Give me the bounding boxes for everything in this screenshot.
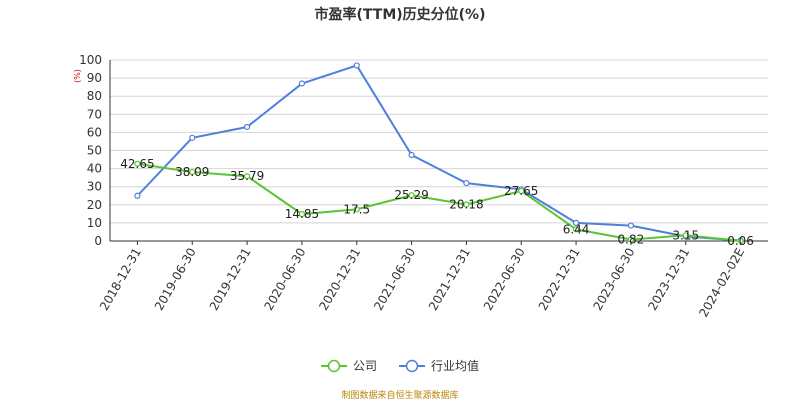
x-tick-label: 2020-06-30 (262, 246, 309, 313)
data-point-industry (134, 192, 141, 199)
y-tick-label: 10 (87, 216, 102, 230)
source-note: 制图数据来自恒生聚源数据库 (341, 391, 459, 401)
data-label: 0.06 (727, 234, 754, 248)
x-tick-label: 2019-06-30 (152, 246, 199, 313)
data-point-company (627, 236, 635, 243)
y-tick-label: 20 (87, 198, 102, 212)
data-point-company (298, 211, 306, 218)
y-axis-label: (%) (73, 69, 82, 83)
data-point-company (134, 160, 141, 167)
data-point-company (189, 168, 196, 176)
data-point-company (463, 201, 470, 208)
x-tick-label: 2018-12-31 (97, 246, 144, 313)
data-point-industry (572, 219, 580, 226)
legend-item-industry[interactable]: 行业均值 (399, 357, 479, 374)
y-tick-label: 90 (87, 71, 102, 85)
y-tick-label: 100 (79, 53, 102, 67)
x-tick-label: 2023-06-30 (591, 246, 638, 313)
data-label: 17.5 (343, 202, 370, 216)
data-point-industry (189, 134, 196, 141)
data-point-company (737, 237, 744, 244)
data-point-industry (243, 123, 251, 131)
y-tick-label: 50 (87, 144, 102, 158)
data-label: 42.65 (120, 157, 154, 171)
data-point-company (682, 232, 689, 239)
series-line-company (137, 162, 741, 242)
y-tick-label: 60 (87, 125, 102, 139)
legend-industry-marker (399, 359, 425, 372)
data-point-industry (298, 80, 306, 87)
x-tick-label: 2024-02-02E (696, 246, 747, 320)
y-tick-label: 40 (87, 162, 102, 176)
data-point-company (572, 226, 580, 233)
data-point-company (408, 192, 415, 199)
y-tick-label: 30 (87, 180, 102, 194)
legend: 公司 行业均值 (0, 357, 800, 374)
y-tick-label: 70 (87, 107, 102, 121)
data-label: 35.79 (230, 169, 264, 183)
x-tick-label: 2021-06-30 (371, 246, 418, 313)
data-point-industry (463, 179, 470, 187)
data-label: 0.82 (618, 233, 645, 247)
data-point-company (353, 206, 360, 213)
x-tick-label: 2019-12-31 (207, 245, 254, 312)
legend-item-company[interactable]: 公司 (320, 357, 377, 374)
data-label: 6.44 (563, 222, 590, 236)
data-label: 14.85 (285, 207, 319, 221)
series-line-industry (136, 64, 741, 242)
data-point-company (243, 173, 251, 180)
y-tick-label: 80 (87, 89, 102, 103)
legend-industry-label: 行业均值 (431, 359, 480, 373)
data-point-industry (627, 222, 635, 229)
data-label: 3.15 (672, 228, 699, 242)
chart-title: 市盈率(TTM)历史分位(%) (314, 7, 486, 23)
x-tick-label: 2021-12-31 (426, 245, 473, 312)
data-label: 38.09 (175, 165, 209, 179)
data-point-industry (408, 151, 415, 159)
x-tick-label: 2022-06-30 (481, 246, 528, 313)
data-point-industry (353, 62, 360, 69)
x-tick-label: 2022-12-31 (536, 246, 583, 313)
legend-company-label: 公司 (352, 359, 377, 373)
data-label: 25.29 (394, 188, 428, 202)
y-tick-label: 0 (94, 234, 102, 248)
data-label: 27.65 (504, 184, 538, 198)
legend-company-marker (320, 359, 347, 372)
data-point-company (518, 187, 525, 195)
x-tick-label: 2020-12-31 (316, 246, 363, 313)
x-tick-label: 2023-12-31 (645, 246, 692, 313)
data-label: 20.18 (449, 197, 483, 211)
